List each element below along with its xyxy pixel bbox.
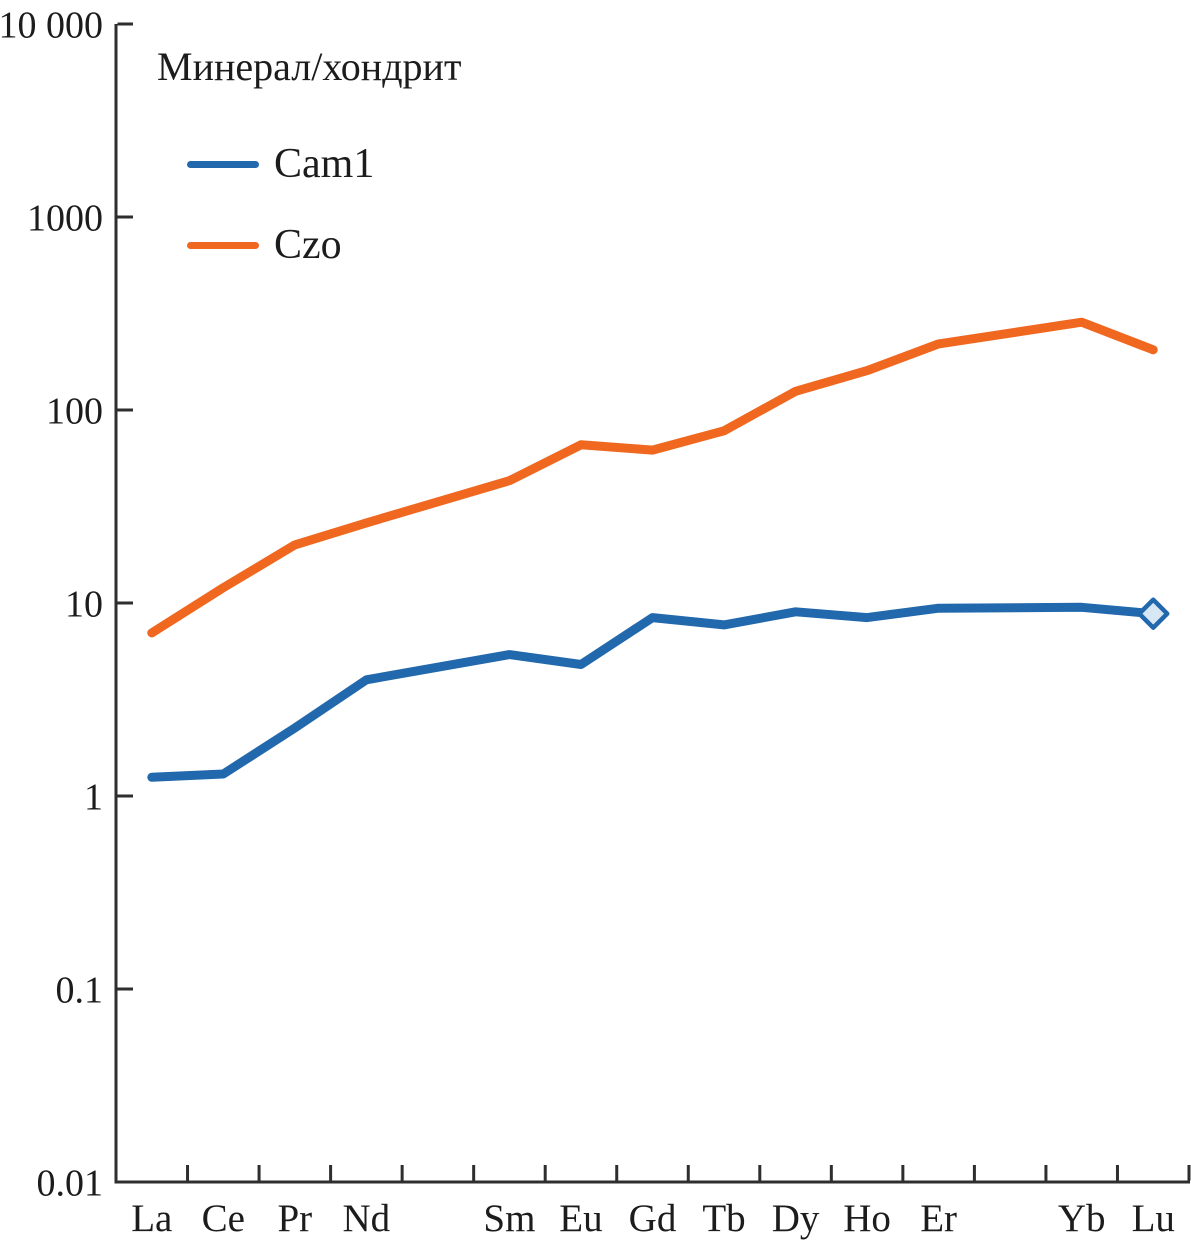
lu-end-marker-diamond [1136, 597, 1170, 630]
x-axis-tick-label: Dy [772, 1197, 820, 1240]
x-axis-tick-label: Er [920, 1197, 957, 1240]
legend-label-cam1: Cam1 [274, 141, 375, 187]
czo-line-swatch [187, 241, 259, 249]
legend-item-cam1: Cam1 [187, 141, 374, 187]
y-axis-tick-label: 100 [46, 390, 103, 432]
y-axis-tick-label: 0.1 [56, 969, 104, 1011]
x-axis-tick-label: Ce [202, 1197, 245, 1240]
y-axis-tick-label: 1000 [27, 197, 103, 239]
x-axis-tick-label: La [131, 1197, 172, 1240]
y-axis-tick-label: 10 [65, 583, 103, 625]
x-axis-tick-label: Eu [559, 1197, 602, 1240]
y-axis-tick-label: 10 000 [0, 4, 103, 46]
x-axis-tick-label: Nd [343, 1197, 391, 1240]
x-axis-tick-label: Sm [483, 1197, 535, 1240]
y-axis-tick-label: 1 [84, 776, 103, 818]
x-axis-tick-label: Tb [702, 1197, 745, 1240]
x-axis-tick-label: Lu [1132, 1197, 1175, 1240]
series-line-czo [147, 317, 1158, 638]
x-axis-tick-label: Pr [277, 1197, 312, 1240]
axis-spines [114, 24, 1190, 1184]
x-axis-tick-label: Ho [843, 1197, 891, 1240]
legend-label-czo: Czo [274, 222, 342, 268]
series-line-cam1 [147, 602, 1158, 782]
x-axis-tick-label: Yb [1058, 1197, 1106, 1240]
cam1-line-swatch [187, 160, 259, 168]
legend-item-czo: Czo [187, 222, 342, 268]
x-axis-tick-label: Gd [629, 1197, 677, 1240]
chart-title: Минерал/хондрит [157, 44, 462, 89]
y-axis-tick-label: 0.01 [37, 1162, 104, 1204]
